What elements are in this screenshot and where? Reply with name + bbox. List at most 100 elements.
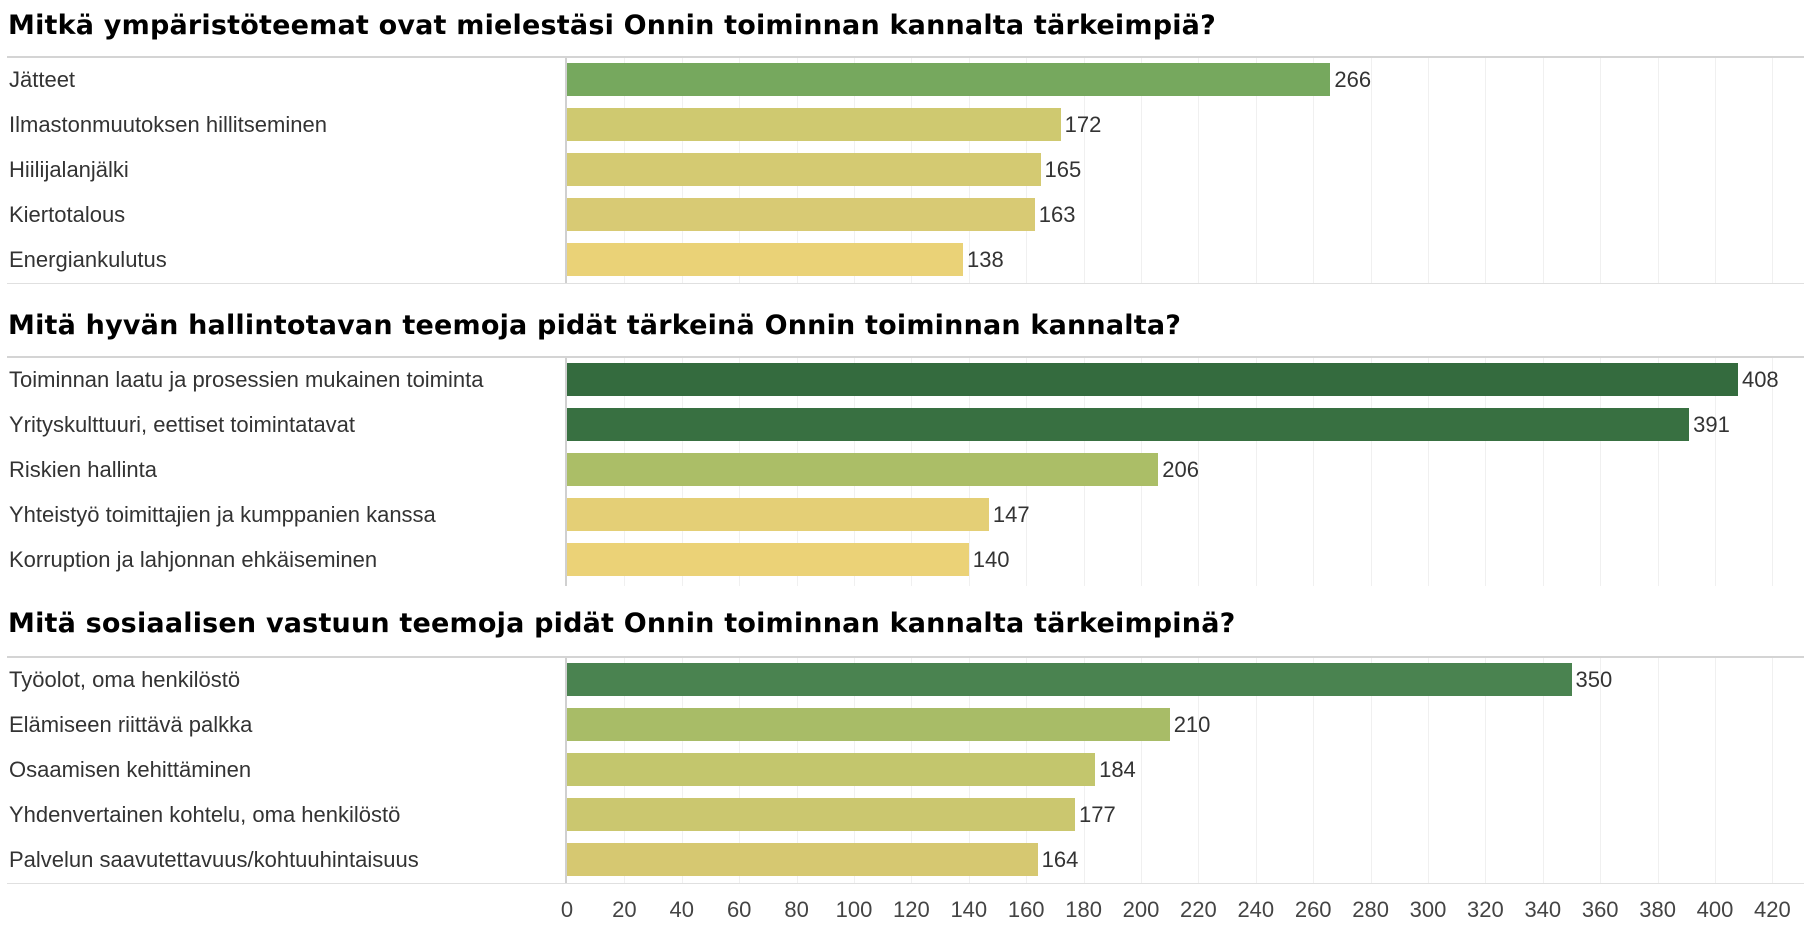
gridline	[1715, 358, 1716, 586]
x-axis-tick-label: 180	[1065, 897, 1102, 922]
bar-value-label: 138	[967, 247, 1004, 272]
x-axis-tick-label: 260	[1294, 897, 1332, 922]
section-top-border	[7, 656, 1804, 658]
gridline	[1313, 58, 1315, 283]
bar-value-label: 206	[1162, 457, 1199, 482]
x-axis-tick-label: 420	[1754, 897, 1791, 922]
x-axis-tick-label: 140	[950, 897, 988, 922]
category-label: Yrityskulttuuri, eettiset toimintatavat	[9, 412, 356, 437]
bar[interactable]	[567, 498, 989, 531]
x-axis-tick-label: 200	[1122, 897, 1160, 922]
chart-title: Mitä hyvän hallintotavan teemoja pidät t…	[8, 310, 1182, 341]
chart-title: Mitä sosiaalisen vastuun teemoja pidät O…	[8, 608, 1236, 639]
gridline	[1198, 358, 1200, 586]
x-axis-tick-label: 360	[1581, 897, 1619, 922]
gridline	[1198, 658, 1200, 883]
bar[interactable]	[567, 798, 1075, 831]
category-label: Kiertotalous	[9, 202, 126, 227]
bar[interactable]	[567, 708, 1170, 741]
bar-value-label: 266	[1334, 67, 1372, 92]
x-axis-tick-label: 40	[669, 897, 695, 922]
gridline	[1657, 58, 1659, 283]
bar-value-label: 147	[992, 502, 1030, 527]
gridline	[1428, 358, 1429, 586]
category-label: Energiankulutus	[9, 247, 167, 272]
bar-value-label: 210	[1173, 712, 1211, 737]
bar-value-label: 165	[1044, 157, 1082, 182]
gridline	[1600, 358, 1602, 586]
chart-title: Mitkä ympäristöteemat ovat mielestäsi On…	[8, 10, 1216, 41]
gridline	[1485, 58, 1487, 283]
gridline	[1657, 358, 1659, 586]
gridline	[1255, 658, 1257, 883]
gridline	[1772, 658, 1774, 883]
gridline	[1198, 58, 1200, 283]
gridline	[1715, 658, 1716, 883]
x-axis-tick-label: 240	[1237, 897, 1275, 922]
category-label: Yhdenvertainen kohtelu, oma henkilöstö	[9, 802, 401, 827]
gridline	[1313, 658, 1315, 883]
gridline	[1141, 658, 1142, 883]
bar-value-label: 177	[1078, 802, 1116, 827]
x-axis-tick-label: 320	[1467, 897, 1504, 922]
gridline	[1370, 358, 1372, 586]
bar[interactable]	[567, 663, 1572, 696]
bar[interactable]	[567, 753, 1096, 786]
x-axis-tick-label: 100	[835, 897, 873, 922]
bar[interactable]	[567, 453, 1159, 486]
bar-value-label: 172	[1064, 112, 1102, 137]
x-axis-tick-label: 160	[1007, 897, 1045, 922]
x-axis-tick-label: 80	[784, 897, 809, 922]
category-label: Palvelun saavutettavuus/kohtuuhintaisuus	[9, 847, 419, 872]
section-top-border	[7, 56, 1804, 58]
bar[interactable]	[567, 243, 964, 276]
gridline	[1772, 58, 1774, 283]
bar[interactable]	[567, 63, 1331, 96]
category-label: Jätteet	[9, 67, 76, 92]
gridline	[1485, 358, 1487, 586]
bar[interactable]	[567, 153, 1041, 186]
bar[interactable]	[567, 843, 1038, 876]
gridline	[1255, 58, 1257, 283]
bar-value-label: 350	[1575, 667, 1613, 692]
x-axis-tick-label: 280	[1352, 897, 1389, 922]
gridline	[1715, 58, 1716, 283]
y-axis-line	[565, 358, 567, 586]
section-top-border	[7, 356, 1804, 358]
x-axis-tick-label: 300	[1409, 897, 1447, 922]
bar[interactable]	[567, 108, 1061, 141]
x-axis-tick-label: 400	[1696, 897, 1734, 922]
bar[interactable]	[567, 408, 1690, 441]
category-label: Elämiseen riittävä palkka	[9, 712, 253, 737]
bar[interactable]	[567, 198, 1035, 231]
gridline	[1313, 358, 1315, 586]
gridline	[1083, 58, 1085, 283]
x-axis-tick-label: 220	[1180, 897, 1217, 922]
bar-value-label: 163	[1038, 202, 1076, 227]
x-axis-tick-label: 20	[612, 897, 637, 922]
category-label: Ilmastonmuutoksen hillitseminen	[9, 112, 327, 137]
x-axis-tick-label: 120	[893, 897, 930, 922]
bar-value-label: 164	[1041, 847, 1079, 872]
bar-value-label: 391	[1693, 412, 1730, 437]
x-axis-tick-label: 340	[1524, 897, 1562, 922]
y-axis-line	[565, 658, 567, 883]
gridline	[1657, 658, 1659, 883]
category-label: Yhteistyö toimittajien ja kumppanien kan…	[9, 502, 436, 527]
category-label: Riskien hallinta	[9, 457, 157, 482]
gridline	[1600, 58, 1602, 283]
gridline	[1542, 658, 1544, 883]
x-axis-tick-label: 0	[560, 897, 574, 922]
bar[interactable]	[567, 543, 969, 576]
gridline	[1255, 358, 1257, 586]
bar-value-label: 140	[972, 547, 1010, 572]
section-bottom-border	[7, 283, 1804, 284]
bar[interactable]	[567, 363, 1738, 396]
bar-value-label: 184	[1099, 757, 1136, 782]
gridline	[1370, 658, 1372, 883]
bar-value-label: 408	[1741, 367, 1779, 392]
gridline	[1772, 358, 1774, 586]
category-label: Työolot, oma henkilöstö	[9, 667, 241, 692]
category-label: Osaamisen kehittäminen	[9, 757, 252, 782]
gridline	[1542, 358, 1544, 586]
